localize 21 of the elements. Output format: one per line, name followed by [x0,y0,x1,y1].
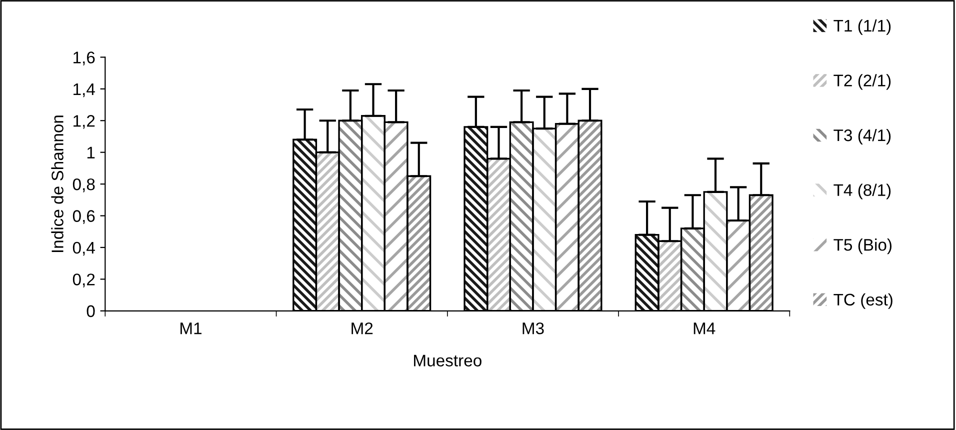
y-tick-label: 1,2 [74,115,95,129]
y-tick-label: 0,2 [72,274,95,288]
x-tick-label: M3 [522,322,544,334]
x-tick-label: M1 [180,322,202,334]
y-tick-label: 0,6 [72,210,95,224]
y-tick-label: 1 [87,146,95,158]
legend-label: T1 (1/1) [834,19,891,35]
legend-label: TC (est) [834,293,892,309]
y-tick-label: 0,8 [72,178,95,192]
legend-label: T3 (4/1) [834,128,891,144]
y-tick-label: 0,4 [72,242,95,256]
legend-label: T5 (Bio) [834,238,892,254]
legend-label: T2 (2/1) [834,74,891,90]
y-axis-title: Indice de Shannon [51,116,64,252]
y-tick-label: 1,6 [74,52,95,66]
x-tick-label: M2 [352,322,373,334]
y-tick-label: 1,4 [74,83,95,98]
x-tick-label: M4 [694,322,716,334]
legend-label: T4 (8/1) [834,184,891,200]
x-axis-title: Muestreo [414,354,482,366]
y-tick-label: 0 [86,305,95,318]
